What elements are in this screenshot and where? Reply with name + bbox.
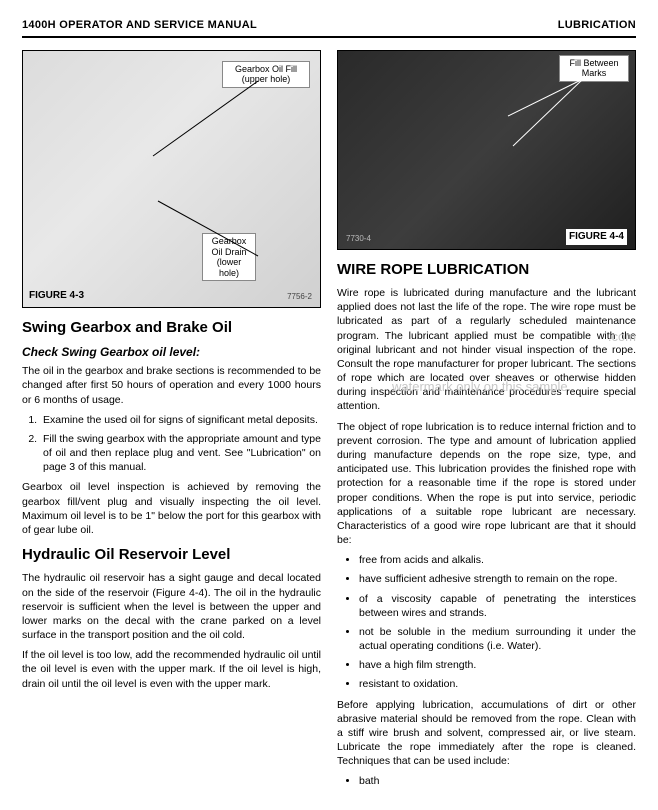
figure-small-id: 7756-2	[287, 292, 312, 303]
list-item: Fill the swing gearbox with the appropri…	[40, 432, 321, 475]
list-item: have sufficient adhesive strength to rem…	[359, 572, 636, 586]
figure-4-3-image	[23, 51, 320, 307]
header-right: LUBRICATION	[558, 18, 636, 33]
callout-text: Gearbox Oil Fill	[235, 64, 297, 74]
heading-swing-gearbox: Swing Gearbox and Brake Oil	[22, 318, 321, 338]
heading-hydraulic-reservoir: Hydraulic Oil Reservoir Level	[22, 545, 321, 565]
figure-4-4: Fill Between Marks FIGURE 4-4 7730-4	[337, 50, 636, 250]
body-text: The object of rope lubrication is to red…	[337, 420, 636, 548]
header-left: 1400H OPERATOR AND SERVICE MANUAL	[22, 18, 257, 33]
body-text: Before applying lubrication, accumulatio…	[337, 698, 636, 769]
right-column: Fill Between Marks FIGURE 4-4 7730-4 WIR…	[337, 50, 636, 795]
figure-small-id: 7730-4	[346, 234, 371, 245]
list-item: Examine the used oil for signs of signif…	[40, 413, 321, 427]
callout-text: Gearbox	[212, 236, 247, 246]
list-item: bath	[359, 774, 636, 788]
callout-oil-drain: Gearbox Oil Drain (lower hole)	[202, 233, 256, 280]
body-text: Wire rope is lubricated during manufactu…	[337, 286, 636, 414]
body-text: The hydraulic oil reservoir has a sight …	[22, 571, 321, 642]
figure-label: FIGURE 4-3	[29, 289, 84, 303]
page-header: 1400H OPERATOR AND SERVICE MANUAL LUBRIC…	[22, 18, 636, 38]
figure-4-3: Gearbox Oil Fill (upper hole) Gearbox Oi…	[22, 50, 321, 308]
content-columns: Gearbox Oil Fill (upper hole) Gearbox Oi…	[22, 50, 636, 795]
body-text: The oil in the gearbox and brake section…	[22, 364, 321, 407]
list-item: free from acids and alkalis.	[359, 553, 636, 567]
bullet-list: bath	[337, 774, 636, 788]
body-text: Gearbox oil level inspection is achieved…	[22, 480, 321, 537]
callout-text: hole)	[219, 268, 239, 278]
callout-fill-marks: Fill Between Marks	[559, 55, 629, 82]
numbered-list: Examine the used oil for signs of signif…	[22, 413, 321, 475]
subheading-check-level: Check Swing Gearbox oil level:	[22, 344, 321, 360]
list-item: of a viscosity capable of penetrating th…	[359, 592, 636, 620]
callout-oil-fill: Gearbox Oil Fill (upper hole)	[222, 61, 310, 88]
list-item: resistant to oxidation.	[359, 677, 636, 691]
figure-label: FIGURE 4-4	[566, 229, 627, 245]
heading-wire-rope: WIRE ROPE LUBRICATION	[337, 260, 636, 280]
list-item: have a high film strength.	[359, 658, 636, 672]
body-text: If the oil level is too low, add the rec…	[22, 648, 321, 691]
left-column: Gearbox Oil Fill (upper hole) Gearbox Oi…	[22, 50, 321, 795]
callout-text: Fill Between	[569, 58, 618, 68]
bullet-list: free from acids and alkalis. have suffic…	[337, 553, 636, 691]
list-item: not be soluble in the medium surrounding…	[359, 625, 636, 653]
callout-text: (upper hole)	[242, 74, 291, 84]
callout-text: Oil Drain	[211, 247, 246, 257]
callout-text: (lower	[217, 257, 242, 267]
callout-text: Marks	[582, 68, 607, 78]
